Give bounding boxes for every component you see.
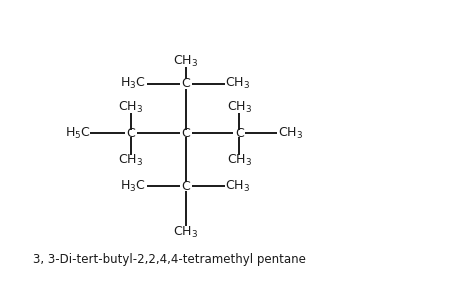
Text: H$_5$C: H$_5$C bbox=[65, 126, 91, 141]
Text: CH$_3$: CH$_3$ bbox=[118, 100, 144, 115]
Text: CH$_3$: CH$_3$ bbox=[225, 179, 250, 194]
Text: CH$_3$: CH$_3$ bbox=[227, 100, 252, 115]
Text: C: C bbox=[182, 127, 191, 140]
Text: C: C bbox=[182, 77, 191, 90]
Text: C: C bbox=[235, 127, 244, 140]
Text: CH$_3$: CH$_3$ bbox=[278, 126, 303, 141]
Text: CH$_3$: CH$_3$ bbox=[227, 153, 252, 168]
Text: H$_3$C: H$_3$C bbox=[120, 76, 146, 91]
Text: CH$_3$: CH$_3$ bbox=[173, 225, 199, 240]
Text: 3, 3-Di-tert-butyl-2,2,4,4-tetramethyl pentane: 3, 3-Di-tert-butyl-2,2,4,4-tetramethyl p… bbox=[33, 253, 306, 266]
Text: C: C bbox=[182, 180, 191, 193]
Text: C: C bbox=[127, 127, 135, 140]
Text: CH$_3$: CH$_3$ bbox=[173, 54, 199, 69]
Text: H$_3$C: H$_3$C bbox=[120, 179, 146, 194]
Text: CH$_3$: CH$_3$ bbox=[118, 153, 144, 168]
Text: CH$_3$: CH$_3$ bbox=[225, 76, 250, 91]
